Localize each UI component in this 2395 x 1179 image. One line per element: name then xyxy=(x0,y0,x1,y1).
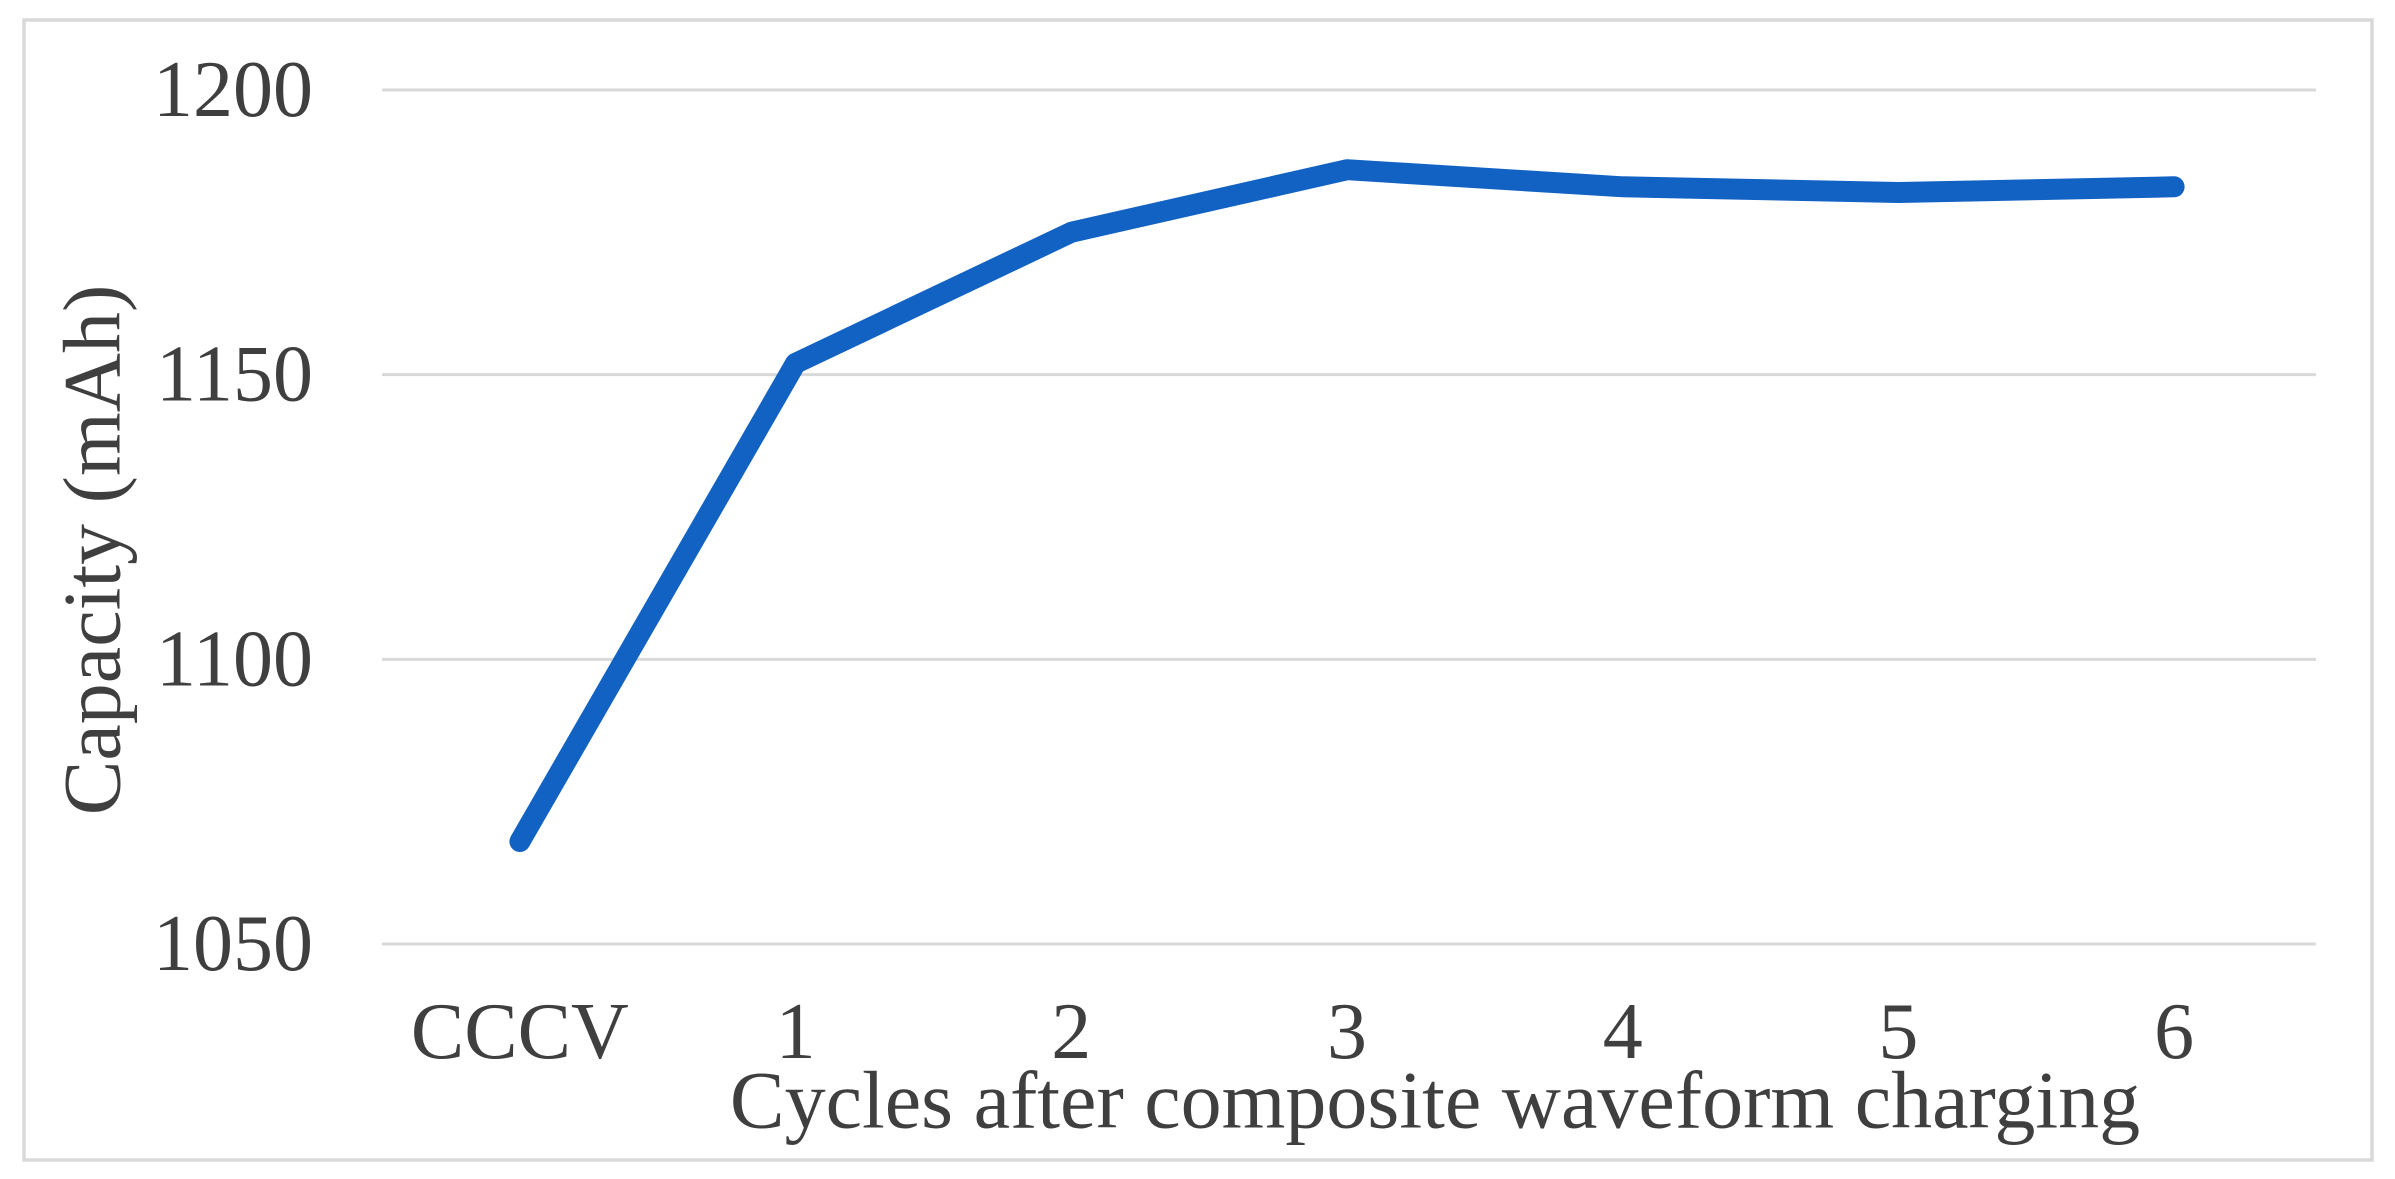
y-tick-label: 1150 xyxy=(156,331,313,419)
capacity-series-line xyxy=(509,159,2185,852)
y-axis-tick-labels: 1050 1100 1150 1200 xyxy=(153,46,313,988)
x-axis-title: Cycles after composite waveform charging xyxy=(730,1055,2140,1146)
y-tick-label: 1200 xyxy=(153,46,313,134)
y-tick-label: 1050 xyxy=(153,900,313,988)
x-tick-label: 2 xyxy=(1051,988,1091,1076)
x-tick-label: 4 xyxy=(1603,988,1643,1076)
y-tick-label: 1100 xyxy=(156,615,313,703)
x-tick-label: CCCV xyxy=(411,988,629,1076)
gridlines xyxy=(382,88,2316,946)
x-tick-label: 5 xyxy=(1878,988,1918,1076)
y-axis-title: Capacity (mAh) xyxy=(47,285,138,816)
x-axis-tick-labels: CCCV 1 2 3 4 5 6 xyxy=(411,988,2194,1076)
x-tick-label: 1 xyxy=(776,988,816,1076)
x-tick-label: 3 xyxy=(1327,988,1367,1076)
x-tick-label: 6 xyxy=(2154,988,2194,1076)
